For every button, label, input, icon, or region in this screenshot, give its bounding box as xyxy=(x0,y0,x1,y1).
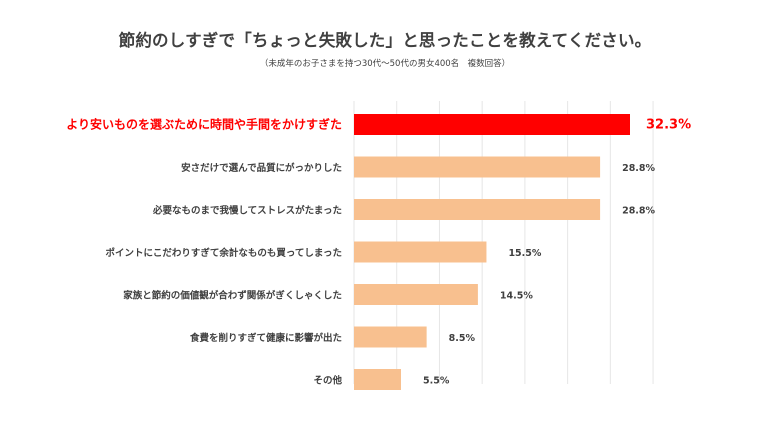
category-label: 必要なものまで我慢してストレスがたまった xyxy=(152,205,342,217)
category-label: ポイントにこだわりすぎて余計なものも買ってしまった xyxy=(106,247,342,259)
value-label: 28.8% xyxy=(622,163,655,174)
value-label: 15.5% xyxy=(508,248,541,259)
bar xyxy=(354,114,630,135)
value-label: 32.3% xyxy=(646,118,691,133)
bar xyxy=(354,326,427,348)
bar xyxy=(354,284,478,305)
value-label: 14.5% xyxy=(500,291,533,302)
bar xyxy=(354,369,401,390)
category-label: 安さだけで選んで品質にがっかりした xyxy=(181,162,342,174)
bar xyxy=(354,199,601,220)
chart-title: 節約のしすぎで「ちょっと失敗した」と思ったことを教えてください。 xyxy=(118,31,652,50)
category-label: より安いものを選ぶために時間や手間をかけすぎた xyxy=(66,117,342,132)
chart-subtitle: （未成年のお子さまを持つ30代〜50代の男女400名 複数回答） xyxy=(259,59,511,69)
value-label: 8.5% xyxy=(449,333,476,344)
value-label: 5.5% xyxy=(423,376,450,387)
category-label: その他 xyxy=(313,375,342,387)
value-label: 28.8% xyxy=(622,206,655,217)
category-label: 食費を削りすぎて健康に影響が出た xyxy=(189,332,342,344)
bar xyxy=(354,241,487,263)
category-label: 家族と節約の価値観が合わず関係がぎくしゃくした xyxy=(123,290,342,302)
bar xyxy=(354,156,601,178)
